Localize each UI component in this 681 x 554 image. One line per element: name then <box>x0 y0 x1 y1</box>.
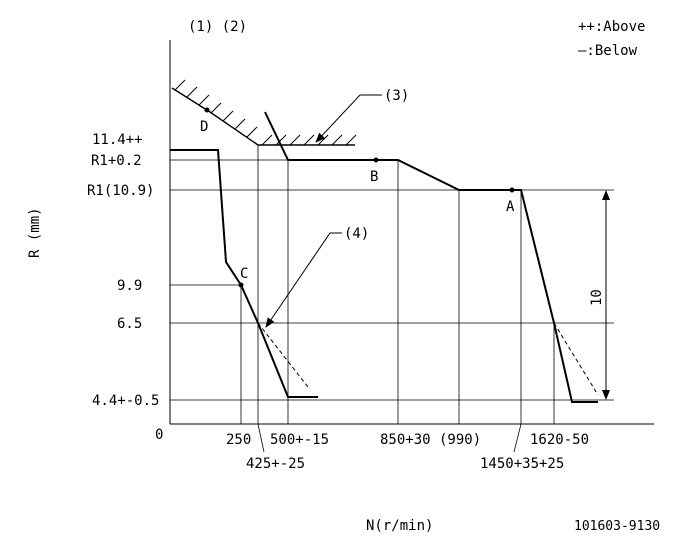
callout-4-label: (4) <box>344 226 369 242</box>
x-tick-425: 425+-25 <box>246 456 305 472</box>
origin-label: 0 <box>155 427 163 443</box>
x-tick-1450: 1450+35+25 <box>480 456 564 472</box>
y-tick-4-4: 4.4+-0.5 <box>92 393 159 409</box>
y-tick-r1: R1(10.9) <box>87 183 154 199</box>
point-b-marker <box>373 157 379 163</box>
dashed-curve-left <box>257 322 309 388</box>
dimension-arrow-bottom <box>602 390 610 400</box>
x-tick-1620: 1620-50 <box>530 432 589 448</box>
x-tick-500: 500+-15 <box>270 432 329 448</box>
y-tick-6-5: 6.5 <box>117 316 142 332</box>
y-axis-label: R (mm) <box>27 207 43 258</box>
callout-4-leader <box>265 232 342 328</box>
x-tick-250: 250 <box>226 432 251 448</box>
dashed-curve-right <box>553 322 599 396</box>
legend-ref-top: (1) (2) <box>188 19 247 35</box>
characteristic-curve-upper <box>264 111 598 403</box>
point-a-label: A <box>506 199 515 215</box>
point-d-label: D <box>200 119 208 135</box>
y-tick-11-4: 11.4++ <box>92 132 143 148</box>
x-tick-425-leader <box>257 423 265 453</box>
point-a-marker <box>509 187 515 193</box>
legend-below: —:Below <box>578 43 638 59</box>
part-number: 101603-9130 <box>574 519 660 534</box>
x-tick-1450-leader <box>513 423 522 453</box>
dimension-arrow-top <box>602 190 610 200</box>
point-d-marker <box>204 107 210 113</box>
y-tick-r1-plus: R1+0.2 <box>91 153 142 169</box>
callout-3-leader <box>315 94 382 143</box>
legend-above: ++:Above <box>578 19 645 35</box>
dimension-label: 10 <box>589 289 605 306</box>
y-tick-9-9: 9.9 <box>117 278 142 294</box>
x-axis-label: N(r/min) <box>366 518 433 534</box>
callout-3-label: (3) <box>384 88 409 104</box>
point-b-label: B <box>370 169 378 185</box>
x-tick-850: 850+30 (990) <box>380 432 481 448</box>
point-c-marker <box>238 282 244 288</box>
point-c-label: C <box>240 266 248 282</box>
hatched-limit-boundary <box>171 79 357 146</box>
